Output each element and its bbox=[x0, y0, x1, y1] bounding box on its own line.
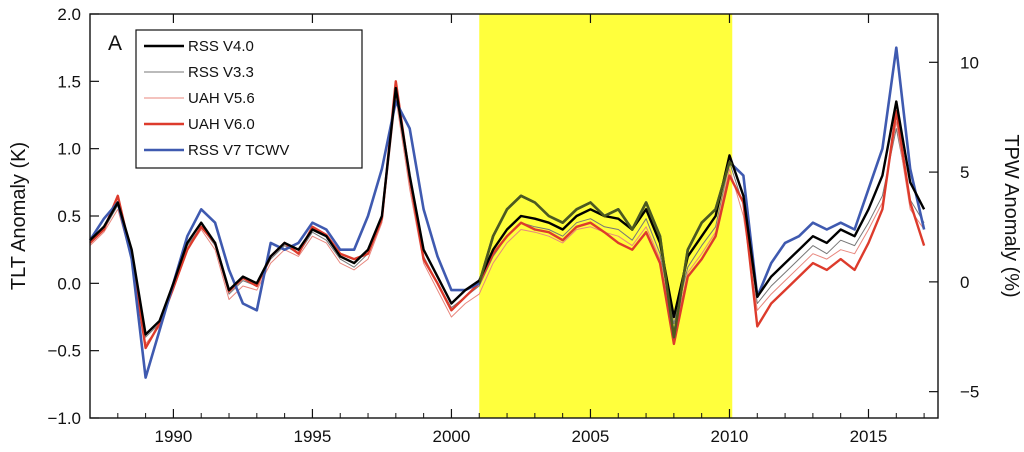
y-tick-label: −0.5 bbox=[47, 342, 81, 361]
x-tick-label-2015: 2015 bbox=[850, 427, 888, 446]
legend-label-rss-v33: RSS V3.3 bbox=[188, 64, 254, 81]
x-tick-label-2010: 2010 bbox=[711, 427, 749, 446]
series-line-rss-v40 bbox=[89, 86, 926, 336]
y-tick-label: 2.0 bbox=[57, 5, 81, 24]
legend-label-uah-v56: UAH V5.6 bbox=[188, 90, 255, 107]
series-line-uah-v60 bbox=[89, 80, 926, 350]
label-layer: 1990 1995 2000 2005 2010 2015 −1.0 −0.5 0.0 0.5 1.… bbox=[47, 5, 979, 446]
x-tick-label-2000: 2000 bbox=[433, 427, 471, 446]
panel-label: A bbox=[108, 32, 122, 55]
y-right-tick-label: 5 bbox=[960, 163, 969, 182]
y-tick-label: −1.0 bbox=[47, 409, 81, 428]
y-tick-label: 0.5 bbox=[57, 207, 81, 226]
x-tick-label-1990: 1990 bbox=[154, 427, 192, 446]
overlap-layer bbox=[479, 160, 733, 339]
series-line-uah-v56 bbox=[89, 97, 925, 345]
legend-label-uah-v60: UAH V6.0 bbox=[188, 116, 255, 133]
y-axis-label-right: TPW Anomaly (%) bbox=[1000, 134, 1022, 297]
y-tick-label: 1.5 bbox=[57, 72, 81, 91]
legend: RSS V4.0 RSS V3.3 UAH V5.6 UAH V6.0 RSS V7 T… bbox=[135, 29, 363, 169]
x-tick-label-2005: 2005 bbox=[572, 427, 610, 446]
tick-layer bbox=[90, 13, 938, 419]
y-axis-label-left: TLT Anomaly (K) bbox=[8, 142, 30, 290]
y-tick-label: 1.0 bbox=[57, 140, 81, 159]
y-right-tick-label: 0 bbox=[960, 273, 969, 292]
y-right-tick-label: −5 bbox=[960, 383, 979, 402]
series-line-tcwv-overlap bbox=[479, 160, 733, 339]
legend-label-rss-v40: RSS V4.0 bbox=[188, 38, 254, 55]
x-tick-label-1995: 1995 bbox=[294, 427, 332, 446]
legend-box bbox=[135, 29, 363, 169]
y-tick-label: 0.0 bbox=[57, 274, 81, 293]
legend-label-tcwv: RSS V7 TCWV bbox=[188, 142, 289, 159]
y-right-tick-label: 10 bbox=[960, 53, 979, 72]
